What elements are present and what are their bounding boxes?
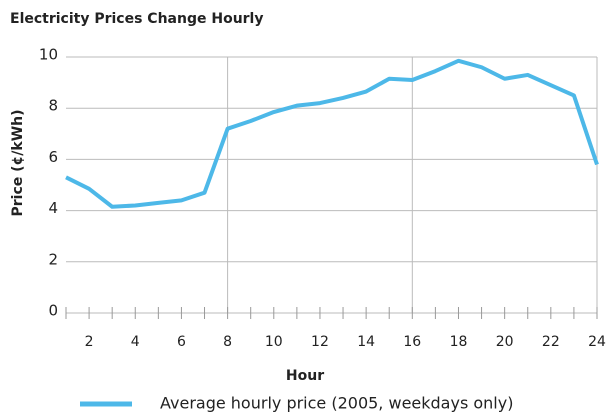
- x-tick-label: 10: [265, 334, 283, 350]
- legend-label: Average hourly price (2005, weekdays onl…: [160, 394, 513, 413]
- x-tick-label: 16: [403, 334, 421, 350]
- x-tick-label: 14: [357, 334, 375, 350]
- y-tick-label: 10: [39, 46, 58, 64]
- x-tick-label: 12: [311, 334, 329, 350]
- y-tick-label: 2: [48, 250, 58, 268]
- x-tick-label: 20: [496, 334, 514, 350]
- x-tick-label: 4: [131, 334, 140, 350]
- chart-title: Electricity Prices Change Hourly: [10, 11, 263, 27]
- y-tick-label: 0: [48, 302, 58, 320]
- x-tick-label: 24: [588, 334, 606, 350]
- x-tick-label: 8: [223, 334, 232, 350]
- data-line: [65, 58, 599, 209]
- y-tick-label: 8: [48, 97, 58, 115]
- x-tick-label: 2: [85, 334, 94, 350]
- x-axis-label: Hour: [286, 368, 324, 384]
- y-tick-label: 6: [48, 148, 58, 166]
- y-tick-label: 4: [48, 199, 58, 217]
- x-tick-label: 18: [450, 334, 468, 350]
- x-tick-label: 22: [542, 334, 560, 350]
- y-axis-label: Price (¢/kWh): [10, 109, 26, 216]
- x-tick-label: 6: [177, 334, 186, 350]
